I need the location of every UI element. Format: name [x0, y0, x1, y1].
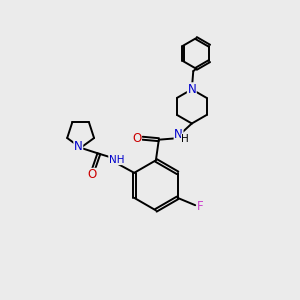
Text: N: N [74, 140, 82, 152]
Text: N: N [174, 128, 183, 141]
Text: N: N [188, 83, 196, 96]
Text: NH: NH [109, 154, 124, 165]
Text: O: O [132, 132, 141, 145]
Text: F: F [197, 200, 204, 213]
Text: H: H [182, 134, 189, 144]
Text: O: O [88, 168, 97, 182]
